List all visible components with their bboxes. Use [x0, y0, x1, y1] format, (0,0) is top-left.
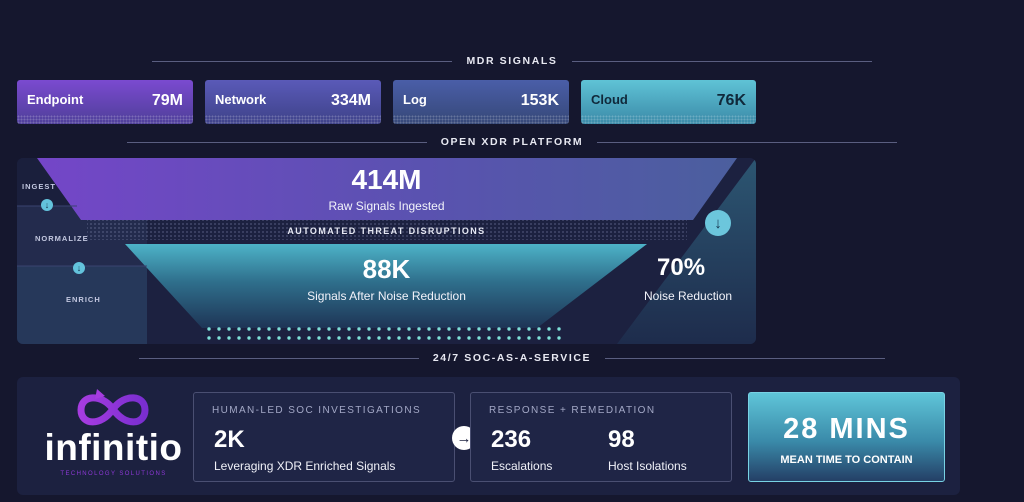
- open-xdr-label: OPEN XDR PLATFORM: [440, 136, 584, 148]
- arrow-down-icon: ↓: [41, 199, 53, 211]
- mttc-value: 28 MINS: [783, 413, 910, 445]
- infinity-logo-icon: [77, 389, 149, 426]
- mean-time-to-contain-box: 28 MINS MEAN TIME TO CONTAIN: [748, 392, 945, 482]
- stage-normalize-label: NORMALIZE: [35, 234, 89, 243]
- xdr-funnel-graphic: [17, 158, 756, 344]
- soc-service-label: 24/7 SOC-AS-A-SERVICE: [432, 352, 592, 364]
- stage-ingest-label: INGEST: [22, 182, 56, 191]
- output-dots: [207, 327, 561, 340]
- investigations-header: HUMAN-LED SOC INVESTIGATIONS: [212, 405, 422, 416]
- mdr-signals-label: MDR SIGNALS: [466, 55, 558, 67]
- noise-reduction-value: 70%: [657, 254, 706, 281]
- reduced-signals-caption: Signals After Noise Reduction: [307, 289, 466, 303]
- response-box: RESPONSE + REMEDIATION 236 Escalations 9…: [470, 392, 732, 482]
- logo-tagline: TECHNOLOGY SOLUTIONS: [60, 471, 167, 477]
- reduced-signals-band: [125, 244, 647, 328]
- signal-card-value: 79M: [151, 92, 183, 109]
- automated-disruptions-label: AUTOMATED THREAT DISRUPTIONS: [287, 226, 486, 236]
- investigations-value: 2K: [214, 426, 245, 453]
- signal-card-value: 153K: [520, 92, 559, 109]
- escalations-value: 236: [491, 426, 532, 453]
- signal-card-label: Endpoint: [27, 92, 84, 107]
- signal-card-cloud: Cloud 76K: [581, 80, 756, 124]
- raw-signals-value: 414M: [351, 164, 422, 195]
- arrow-down-icon: ↓: [73, 262, 85, 274]
- signal-card-label: Log: [403, 92, 427, 107]
- reduced-signals-value: 88K: [362, 254, 411, 284]
- raw-signals-band: [37, 158, 737, 220]
- signal-card-network: Network 334M: [205, 80, 381, 124]
- arrow-down-icon: ↓: [705, 210, 731, 236]
- logo-wordmark: infinitio: [44, 427, 183, 468]
- signal-card-label: Cloud: [591, 92, 628, 107]
- soc-panel: infinitio TECHNOLOGY SOLUTIONS HUMAN-LED…: [17, 377, 960, 495]
- stage-enrich-label: ENRICH: [66, 295, 101, 304]
- raw-signals-caption: Raw Signals Ingested: [328, 199, 445, 213]
- mttc-caption: MEAN TIME TO CONTAIN: [780, 454, 913, 466]
- signal-card-value: 76K: [716, 92, 746, 109]
- signal-card-endpoint: Endpoint 79M: [17, 80, 193, 124]
- xdr-platform-panel: INGEST ↓ NORMALIZE ↓ ENRICH 414M Raw Sig…: [17, 158, 756, 344]
- response-header: RESPONSE + REMEDIATION: [489, 405, 656, 416]
- noise-reduction-caption: Noise Reduction: [644, 289, 733, 303]
- noise-side-panel: [617, 158, 756, 344]
- signal-card-value: 334M: [330, 92, 371, 109]
- escalations-caption: Escalations: [491, 459, 553, 473]
- stage-band-enrich: [17, 266, 147, 344]
- mdr-signals-title: MDR SIGNALS: [0, 54, 1024, 68]
- investigations-caption: Leveraging XDR Enriched Signals: [214, 459, 396, 473]
- signal-card-log: Log 153K: [393, 80, 569, 124]
- investigations-box: HUMAN-LED SOC INVESTIGATIONS 2K Leveragi…: [193, 392, 455, 482]
- isolations-value: 98: [608, 426, 635, 453]
- isolations-caption: Host Isolations: [608, 459, 687, 473]
- signal-card-label: Network: [215, 92, 267, 107]
- soc-service-title: 24/7 SOC-AS-A-SERVICE: [0, 351, 1024, 365]
- open-xdr-title: OPEN XDR PLATFORM: [0, 135, 1024, 149]
